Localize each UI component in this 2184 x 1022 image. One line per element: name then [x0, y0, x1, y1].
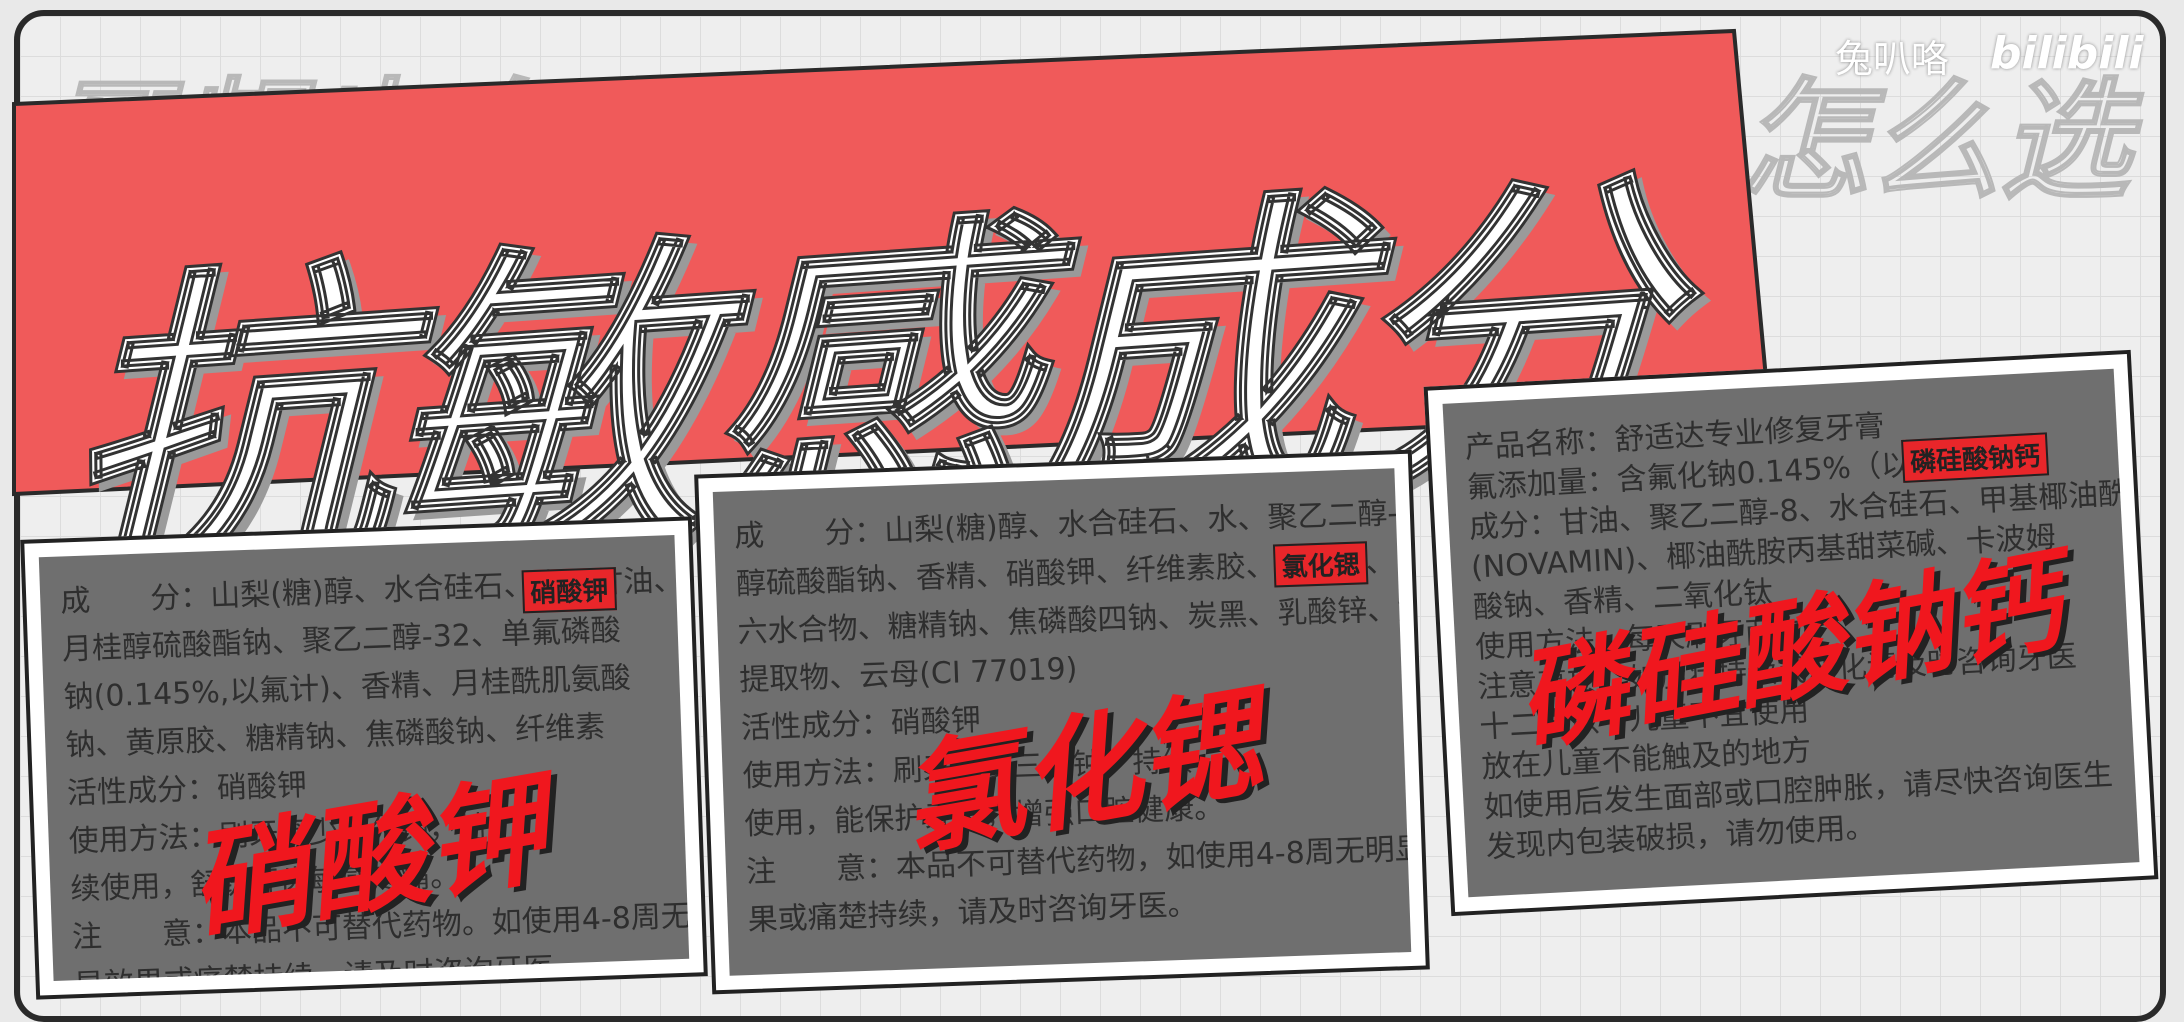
card: 成 分：山梨(糖)醇、水合硅石、水、甘油、 月桂醇硫酸酯钠、聚乙二醇-32、单氟磷… [20, 516, 708, 1000]
ingredient-tag: 氯化锶 [1272, 541, 1369, 588]
card: 产品名称：舒适达专业修复牙膏 氟添加量：含氟化钠0.145%（以氟计） 成分：甘油、… [1423, 349, 2159, 917]
card: 成 分：山梨(糖)醇、水合硅石、水、聚乙二醇-6、月桂 醇硫酸酯钠、香精、硝酸钾、… [694, 449, 1430, 995]
watermark-author: 兔叭咯 [1835, 37, 1950, 81]
ingredient-tag: 磷硅酸钠钙 [1901, 432, 2050, 483]
background-title: 怎么选 [1739, 64, 2131, 218]
ingredient-tag: 硝酸钾 [521, 567, 617, 614]
page: 牙龈出血 怎么选 兔叭咯 bilibili 抗敏感成分 成 分：山梨(糖)醇、水… [12, 10, 2166, 1022]
watermark-logo: bilibili [1990, 28, 2144, 79]
